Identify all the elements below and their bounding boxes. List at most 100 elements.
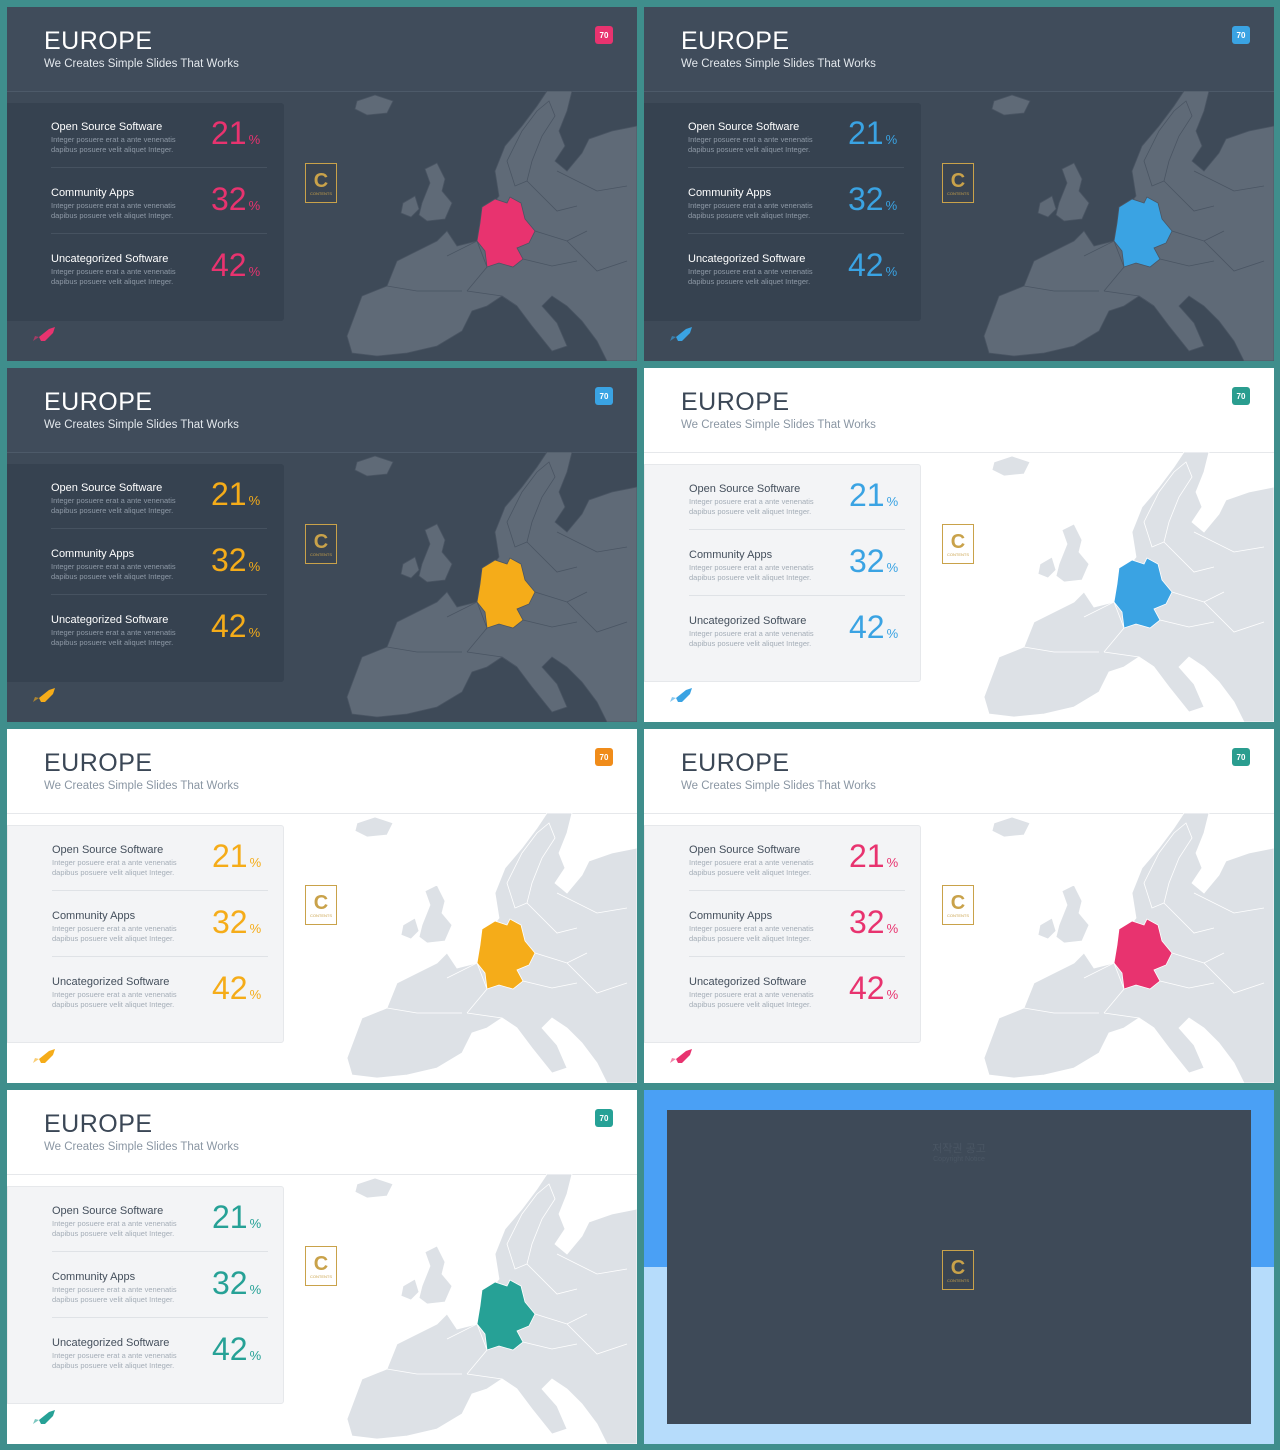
stat-description-line: Integer posuere erat a ante venenatis: [51, 628, 176, 637]
country-border: [446, 962, 488, 1014]
row-separator: [689, 595, 905, 596]
europe-map: [983, 813, 1274, 1083]
stat-row: Community Apps Integer posuere erat a ant…: [51, 181, 267, 247]
logo-text: CONTENTS: [310, 1273, 332, 1279]
row-separator: [51, 594, 267, 595]
stat-row: Uncategorized Software Integer posuere er…: [51, 247, 267, 313]
stat-number: 21: [849, 838, 885, 874]
logo-letter: C: [313, 169, 329, 192]
slide-card: EUROPE We Creates Simple Slides That Work…: [644, 368, 1274, 722]
stat-percent-sign: %: [249, 855, 262, 870]
slide-card: EUROPE We Creates Simple Slides That Work…: [7, 7, 637, 361]
country-border: [466, 290, 518, 307]
slide-header: EUROPE We Creates Simple Slides That Work…: [644, 729, 1274, 814]
stat-row: Uncategorized Software Integer posuere er…: [689, 970, 905, 1036]
stat-label: Uncategorized Software: [51, 614, 169, 626]
logo: C CONTENTS: [305, 163, 337, 203]
germany-highlight: [476, 557, 536, 629]
stat-number: 42: [211, 608, 247, 644]
slide-subtitle: We Creates Simple Slides That Works: [681, 58, 876, 70]
country-border: [1023, 285, 1099, 292]
country-border: [1193, 892, 1265, 914]
stat-percent-sign: %: [248, 264, 261, 279]
rocket-icon: [33, 1410, 55, 1424]
stat-label: Uncategorized Software: [52, 976, 170, 988]
stat-label: Community Apps: [688, 187, 772, 199]
stat-description-line: dapibus posuere velit aliquet Integer.: [51, 506, 174, 515]
stat-row: Open Source Software Integer posuere erat…: [51, 476, 267, 542]
stat-label: Community Apps: [52, 910, 136, 922]
logo-letter: C: [313, 891, 329, 914]
stat-percent-sign: %: [248, 625, 261, 640]
row-separator: [51, 528, 267, 529]
stat-value: 42%: [848, 247, 897, 284]
logo: C CONTENTS: [305, 885, 337, 925]
stat-description-line: dapibus posuere velit aliquet Integer.: [689, 639, 812, 648]
country-border: [386, 646, 462, 653]
slide-subtitle: We Creates Simple Slides That Works: [44, 780, 239, 792]
stat-description: Integer posuere erat a ante venenatis dap…: [51, 628, 201, 648]
logo-text: CONTENTS: [310, 190, 332, 196]
stat-row: Open Source Software Integer posuere erat…: [51, 115, 267, 181]
stat-number: 42: [849, 609, 885, 645]
iceland-shape: [991, 816, 1031, 838]
stat-number: 42: [848, 247, 884, 283]
stat-description: Integer posuere erat a ante venenatis dap…: [51, 135, 201, 155]
ireland-shape: [400, 917, 420, 940]
row-separator: [52, 890, 268, 891]
country-border: [1193, 170, 1265, 192]
stat-value: 21%: [212, 1199, 261, 1236]
stat-description-line: dapibus posuere velit aliquet Integer.: [52, 868, 175, 877]
slide-header: EUROPE We Creates Simple Slides That Work…: [7, 7, 637, 92]
row-separator: [51, 233, 267, 234]
country-border: [1159, 619, 1215, 628]
stat-label: Uncategorized Software: [688, 253, 806, 265]
country-border: [1083, 601, 1125, 653]
country-border: [1083, 962, 1125, 1014]
logo-text: CONTENTS: [947, 551, 969, 557]
iceland-shape: [991, 455, 1031, 477]
stat-label: Uncategorized Software: [51, 253, 169, 265]
stat-description-line: Integer posuere erat a ante venenatis: [52, 858, 177, 867]
slide-card: EUROPE We Creates Simple Slides That Work…: [644, 7, 1274, 361]
stat-row: Community Apps Integer posuere erat a ant…: [688, 181, 904, 247]
stat-number: 32: [848, 181, 884, 217]
germany-highlight: [476, 918, 536, 990]
stat-number: 42: [212, 1331, 248, 1367]
logo-letter: C: [313, 1252, 329, 1275]
stat-value: 32%: [848, 181, 897, 218]
country-border: [556, 892, 628, 914]
europe-map: [346, 813, 637, 1083]
uk-shape: [418, 162, 453, 222]
stat-number: 42: [211, 247, 247, 283]
stat-description: Integer posuere erat a ante venenatis dap…: [52, 1285, 202, 1305]
stat-label: Open Source Software: [51, 482, 163, 494]
stat-description-line: Integer posuere erat a ante venenatis: [689, 990, 814, 999]
stat-description-line: dapibus posuere velit aliquet Integer.: [688, 277, 811, 286]
row-separator: [689, 956, 905, 957]
stat-description-line: Integer posuere erat a ante venenatis: [51, 201, 176, 210]
country-border: [1103, 1012, 1155, 1029]
stat-description-line: dapibus posuere velit aliquet Integer.: [689, 868, 812, 877]
stat-row: Community Apps Integer posuere erat a ant…: [52, 1265, 268, 1331]
iceland-shape: [354, 816, 394, 838]
country-border: [466, 1012, 518, 1029]
stat-percent-sign: %: [885, 132, 898, 147]
stat-label: Community Apps: [52, 1271, 136, 1283]
ireland-shape: [1037, 556, 1057, 579]
stat-row: Community Apps Integer posuere erat a ant…: [689, 904, 905, 970]
stat-description-line: dapibus posuere velit aliquet Integer.: [689, 507, 812, 516]
logo: C CONTENTS: [305, 524, 337, 564]
logo: C CONTENTS: [942, 1250, 974, 1290]
stat-description-line: dapibus posuere velit aliquet Integer.: [688, 145, 811, 154]
logo-text: CONTENTS: [947, 190, 969, 196]
stat-row: Uncategorized Software Integer posuere er…: [52, 1331, 268, 1397]
stats-panel: Open Source Software Integer posuere erat…: [644, 825, 921, 1043]
country-border: [522, 980, 578, 989]
stat-value: 32%: [849, 543, 898, 580]
scandinavia-shape: [506, 461, 556, 548]
stat-value: 32%: [211, 181, 260, 218]
page-number-badge: 70: [1232, 748, 1250, 766]
slide-title: EUROPE: [44, 388, 153, 416]
stat-description-line: Integer posuere erat a ante venenatis: [688, 201, 813, 210]
